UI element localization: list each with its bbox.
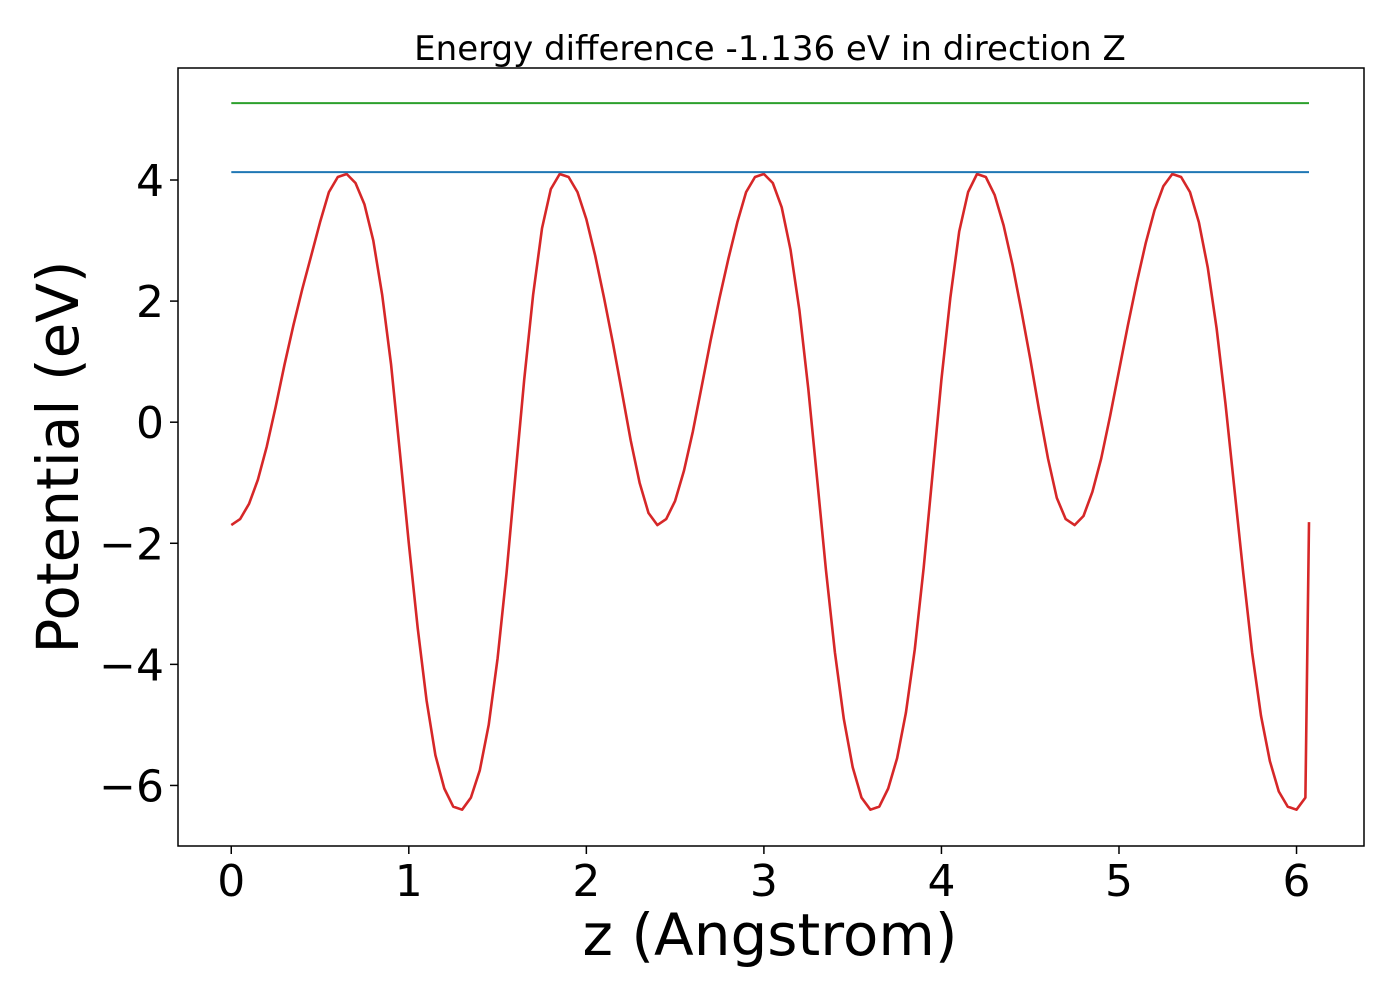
y-tick-label: 4 [136,156,164,207]
y-tick-label: 2 [136,277,164,328]
potential-line [230,172,1311,812]
y-tick-label: −2 [99,519,164,570]
plot-frame [177,67,1365,847]
chart-title: Energy difference -1.136 eV in direction… [414,29,1126,69]
x-tick-label: 6 [1283,856,1311,907]
x-tick-label: 3 [750,856,778,907]
x-tick-label: 0 [217,856,245,907]
y-tick-label: −6 [99,761,164,812]
x-tick-label: 5 [1105,856,1133,907]
x-axis-label: z (Angstrom) [583,901,958,969]
y-axis: −6 −4 −2 0 2 4 [99,156,178,812]
y-tick-label: 0 [136,398,164,449]
y-tick-label: −4 [99,640,164,691]
plot-area [230,102,1311,812]
x-tick-label: 1 [395,856,423,907]
x-tick-label: 2 [572,856,600,907]
y-axis-label: Potential (eV) [24,260,92,653]
x-axis: 0 1 2 3 4 5 6 [217,846,1311,907]
x-tick-label: 4 [927,856,955,907]
